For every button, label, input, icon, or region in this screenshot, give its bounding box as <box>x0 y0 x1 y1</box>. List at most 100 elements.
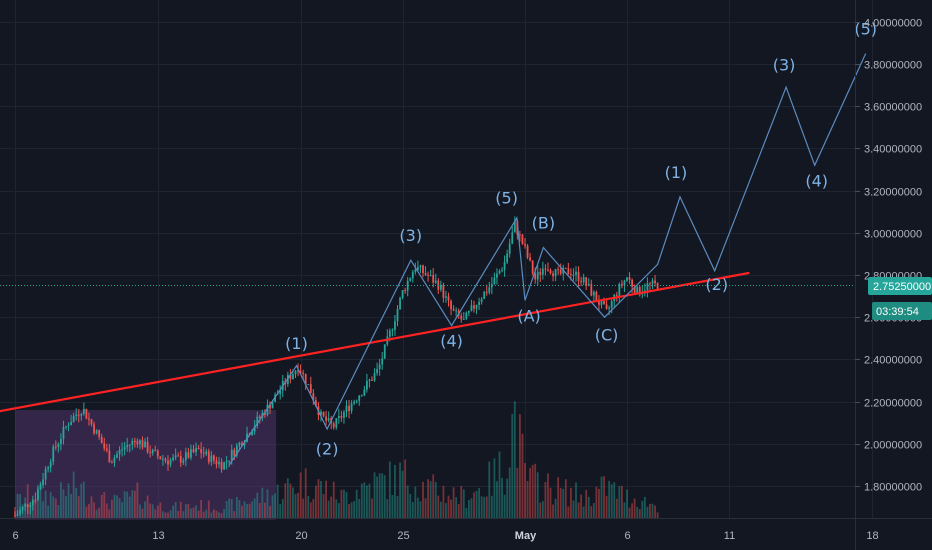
volume-bar <box>233 511 236 518</box>
candle-body <box>460 315 463 320</box>
candle-body <box>49 461 52 468</box>
wave-label: (4) <box>805 171 828 190</box>
candle-body <box>95 430 98 434</box>
time-tick-label: 13 <box>152 530 164 542</box>
volume-bar <box>332 481 335 518</box>
candle-body <box>490 284 493 288</box>
volume-bar <box>371 498 373 518</box>
volume-bar <box>633 498 636 518</box>
volume-bar <box>345 492 348 518</box>
volume-bar <box>210 512 213 518</box>
volume-bar <box>264 502 266 518</box>
candle-body <box>434 280 437 283</box>
candle-body <box>595 292 598 302</box>
candle-body <box>271 401 274 409</box>
candle-body <box>414 269 417 272</box>
volume-bar <box>450 499 452 518</box>
price-axis[interactable]: 1.80000000 2.00000000 2.20000000 2.40000000… <box>855 18 922 494</box>
candle-body <box>649 283 651 285</box>
candle-body <box>105 448 108 451</box>
candle-body <box>526 245 529 258</box>
candle-body <box>417 267 419 270</box>
candle-body <box>378 364 381 370</box>
candle-body <box>363 389 366 396</box>
price-tags: 2.75250000 03:39:54 <box>868 277 932 320</box>
current-price-tag-text: 2.75250000 <box>873 281 931 293</box>
candle-body <box>406 280 409 291</box>
volume-bar <box>164 512 167 518</box>
volume-bar <box>113 494 116 518</box>
candle-body <box>554 269 557 277</box>
candle-body <box>85 408 88 419</box>
volume-bar <box>531 464 534 518</box>
candle-body <box>549 269 552 274</box>
candle-body <box>52 446 55 462</box>
volume-bar <box>394 464 396 518</box>
volume-bar <box>429 481 432 518</box>
candle-body <box>340 415 343 418</box>
candle-body <box>113 457 116 463</box>
candle-body <box>123 447 126 450</box>
candle-body <box>585 277 588 286</box>
volume-bar <box>636 506 639 518</box>
trendline[interactable] <box>0 271 750 413</box>
candle-body <box>315 400 317 407</box>
candle-body <box>156 450 159 457</box>
candle-body <box>169 459 172 465</box>
volume-bar <box>123 491 126 518</box>
volume-bar <box>34 499 37 518</box>
volume-bar <box>383 475 386 518</box>
candle-body <box>651 280 654 284</box>
candle-body <box>404 290 407 292</box>
volume-bar <box>162 511 164 518</box>
volume-bar <box>455 497 458 518</box>
volume-bar <box>192 507 195 518</box>
candle-body <box>519 234 521 236</box>
candle-body <box>475 304 478 309</box>
candle-body <box>205 451 208 455</box>
volume-bar <box>621 485 623 518</box>
support-trendline[interactable] <box>0 271 750 413</box>
volume-bar <box>302 498 305 518</box>
wave-label: (3) <box>399 226 422 245</box>
volume-bar <box>524 462 526 518</box>
candle-body <box>77 414 80 416</box>
candle-body <box>98 430 101 437</box>
time-axis[interactable]: 6132025May6111825 <box>12 530 932 542</box>
volume-bar <box>541 501 544 518</box>
candle-body <box>432 274 435 283</box>
volume-bar <box>427 479 429 518</box>
wave-polyline[interactable] <box>228 53 867 466</box>
candle-body <box>536 271 539 280</box>
volume-bar <box>307 495 310 518</box>
candle-body <box>72 415 75 422</box>
candle-body <box>610 301 613 308</box>
candle-body <box>309 384 312 394</box>
candle-body <box>621 283 623 286</box>
candle-body <box>75 414 78 416</box>
volume-bar <box>488 461 491 518</box>
volume-bar <box>19 494 21 518</box>
candle-body <box>289 374 292 380</box>
candle-body <box>343 412 345 418</box>
volume-bar <box>312 499 315 518</box>
candle-body <box>429 274 432 276</box>
candle-body <box>162 458 164 460</box>
elliott-wave-lines[interactable] <box>228 53 867 466</box>
candle-body <box>223 462 225 470</box>
candle-body <box>253 425 256 432</box>
volume-bar <box>422 481 424 518</box>
candle-body <box>605 304 608 309</box>
volume-bar <box>258 502 261 518</box>
candle-body <box>508 243 511 254</box>
candle-body <box>391 329 394 331</box>
candle-body <box>90 419 93 425</box>
candle-body <box>258 416 261 418</box>
price-tick-label: 3.80000000 <box>864 60 922 72</box>
volume-bar <box>353 500 356 518</box>
candle-body <box>233 450 236 456</box>
volume-bar <box>406 485 409 518</box>
volume-bar <box>225 501 228 518</box>
candle-body <box>473 305 475 309</box>
